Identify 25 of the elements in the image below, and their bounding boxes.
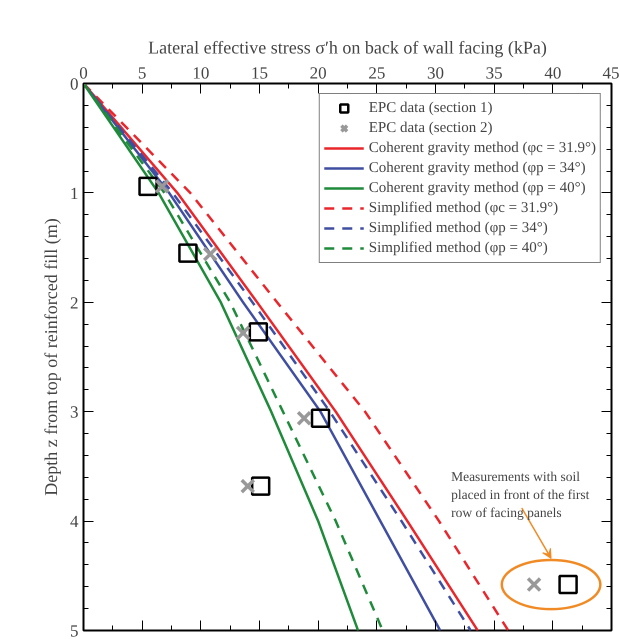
legend-label: Coherent gravity method (φp = 34°) [368,160,586,176]
y-tick-label: 1 [70,184,78,203]
legend-label: Simplified method (φp = 40°) [368,240,548,256]
legend-label: Simplified method (φc = 31.9°) [368,200,558,216]
x-tick-label: 35 [486,64,503,82]
x-tick-label: 30 [427,64,444,82]
y-axis-title: Depth z from top of reinforced fill (m) [41,218,61,496]
x-axis-title: Lateral effective stress σ′h on back of wall facing (kPa) [148,38,547,58]
y-tick-label: 3 [70,402,78,422]
legend-label: EPC data (section 2) [368,120,492,136]
legend-label: Coherent gravity method (φc = 31.9°) [368,140,596,156]
legend-label: EPC data (section 1) [368,100,492,116]
x-tick-label: 45 [602,64,619,82]
x-tick-label: 10 [192,64,210,82]
x-tick-label: 15 [251,64,268,82]
y-tick-label: 5 [70,622,78,639]
annotation: Measurements with soil placed in front of the first row of facing panels [451,469,590,520]
x-tick-label: 40 [544,64,562,82]
y-tick-label: 2 [70,293,78,312]
x-tick-label: 20 [310,64,327,82]
legend-label: Coherent gravity method (φp = 40°) [368,180,586,196]
x-tick-label: 5 [138,64,146,82]
y-tick-label: 4 [70,512,79,532]
x-tick-label: 25 [368,64,386,82]
legend-label: Simplified method (φp = 34°) [368,220,548,236]
